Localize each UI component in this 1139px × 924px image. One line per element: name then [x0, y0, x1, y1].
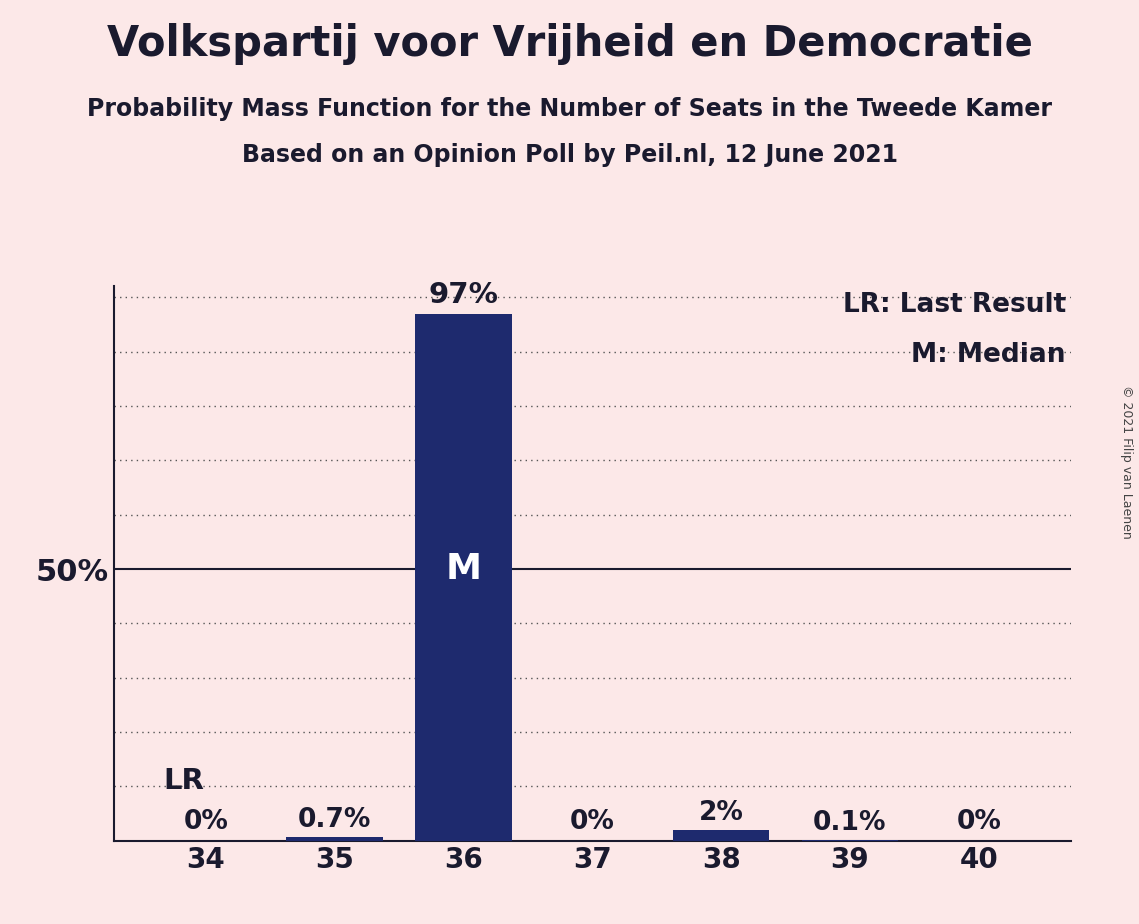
Text: Probability Mass Function for the Number of Seats in the Tweede Kamer: Probability Mass Function for the Number…: [87, 97, 1052, 121]
Text: M: M: [445, 552, 482, 586]
Text: Volkspartij voor Vrijheid en Democratie: Volkspartij voor Vrijheid en Democratie: [107, 23, 1032, 65]
Text: LR: LR: [164, 767, 205, 795]
Text: 97%: 97%: [428, 281, 499, 310]
Text: M: Median: M: Median: [911, 342, 1066, 368]
Bar: [673, 830, 770, 841]
Text: LR: Last Result: LR: Last Result: [843, 292, 1066, 318]
Text: Based on an Opinion Poll by Peil.nl, 12 June 2021: Based on an Opinion Poll by Peil.nl, 12 …: [241, 143, 898, 167]
Text: 0%: 0%: [570, 809, 615, 835]
Text: © 2021 Filip van Laenen: © 2021 Filip van Laenen: [1121, 385, 1133, 539]
Bar: [286, 837, 383, 841]
Text: 0.1%: 0.1%: [813, 810, 887, 836]
Text: 2%: 2%: [698, 799, 744, 826]
Text: 0%: 0%: [183, 809, 228, 835]
Text: 0%: 0%: [957, 809, 1001, 835]
Text: 0.7%: 0.7%: [298, 807, 371, 833]
Bar: [415, 313, 511, 841]
